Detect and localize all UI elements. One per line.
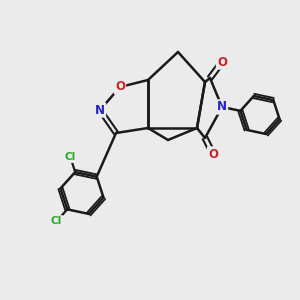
Text: Cl: Cl	[51, 216, 62, 226]
Text: N: N	[217, 100, 227, 113]
Text: O: O	[217, 56, 227, 68]
Text: O: O	[115, 80, 125, 94]
Text: Cl: Cl	[64, 152, 76, 162]
Text: O: O	[208, 148, 218, 160]
Text: N: N	[95, 103, 105, 116]
